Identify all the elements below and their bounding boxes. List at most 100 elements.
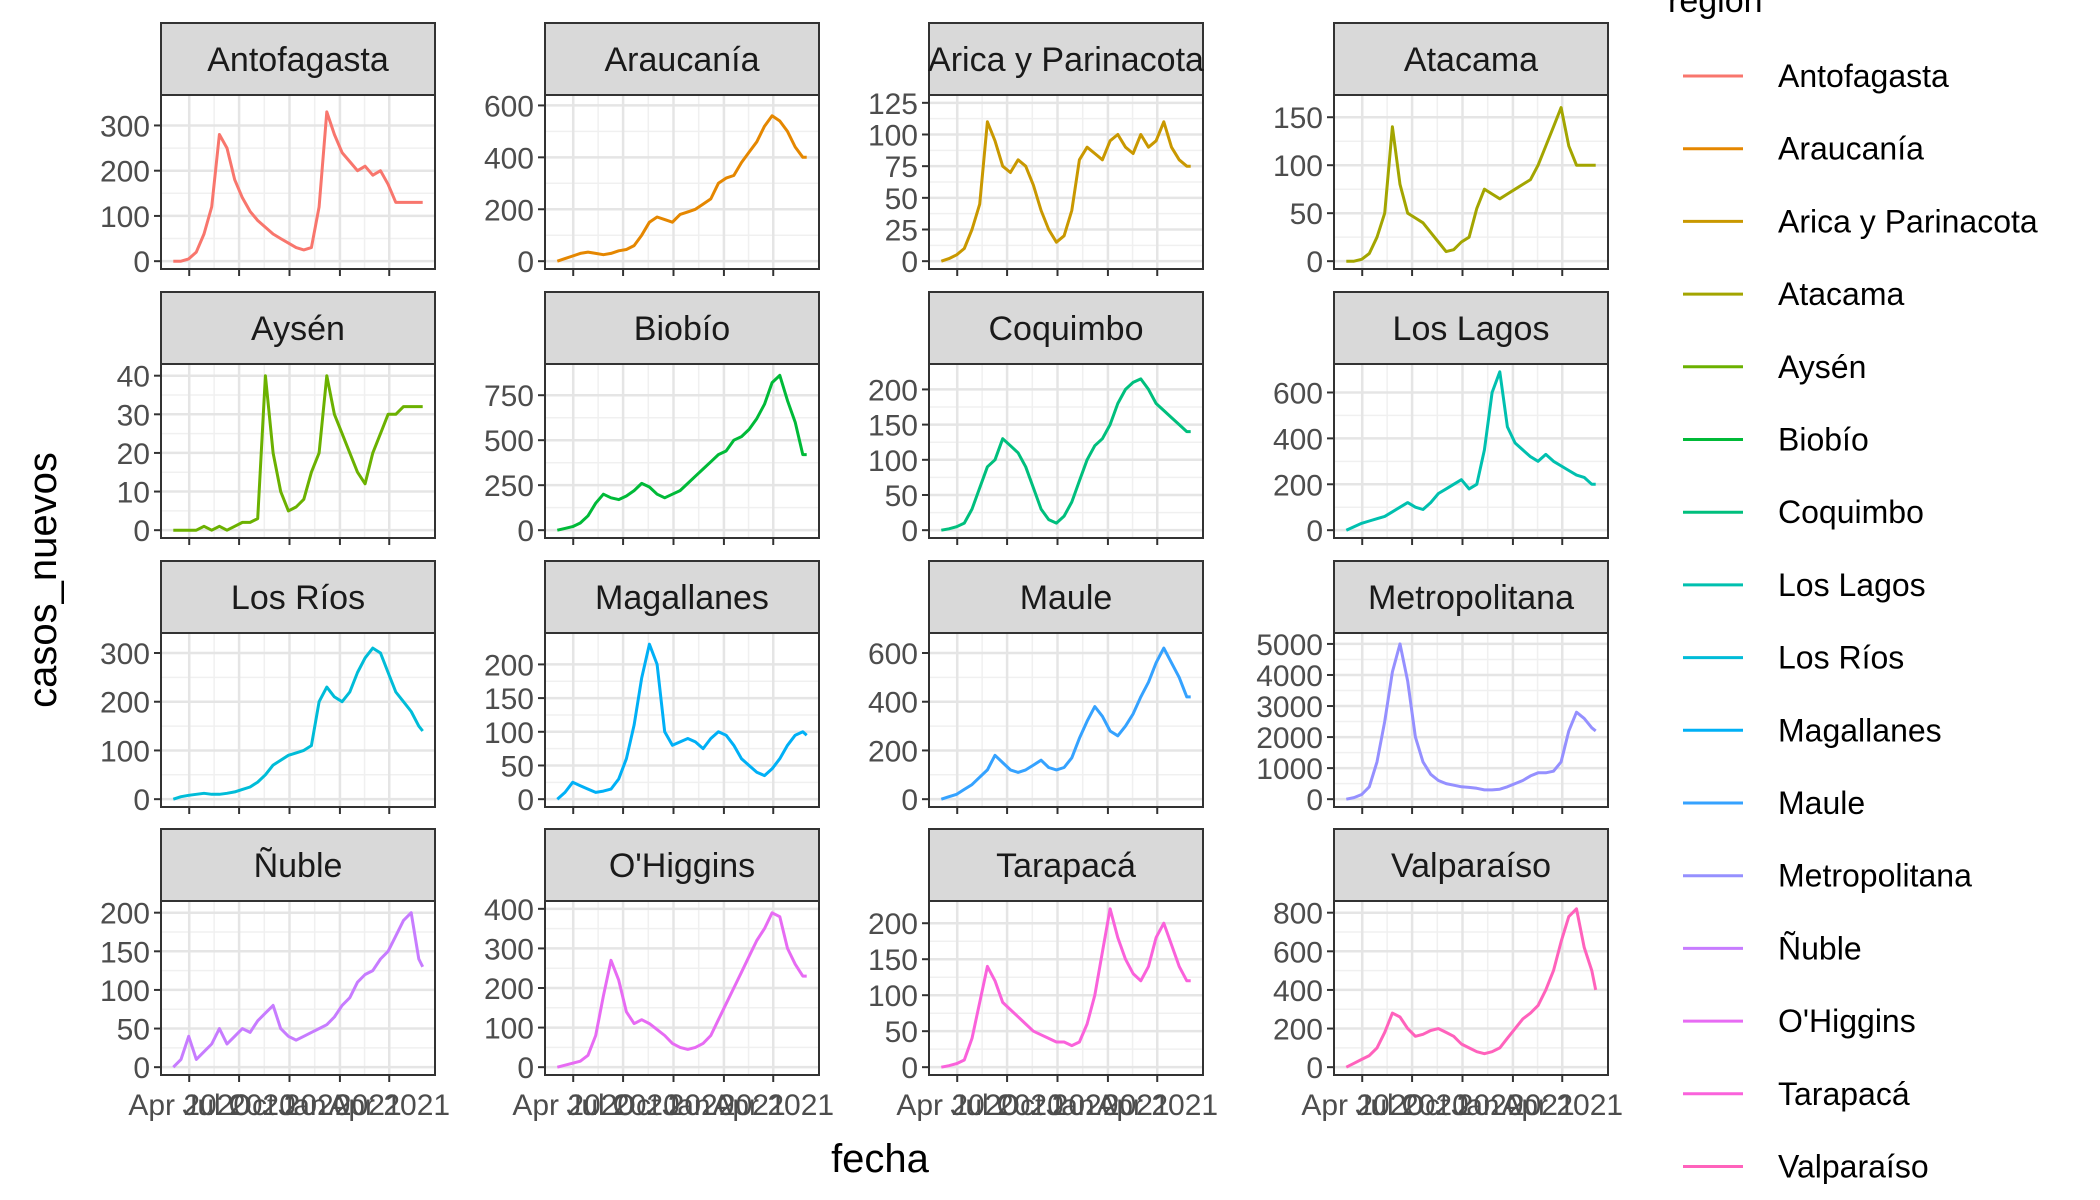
series-line-antofagasta: [173, 110, 423, 263]
y-tick-label: 100: [484, 1013, 534, 1046]
series-line-atacama: [1346, 106, 1596, 263]
panel-background: [929, 633, 1203, 807]
facet-strip-label: Tarapacá: [996, 847, 1136, 885]
y-tick-label: 400: [1273, 423, 1323, 456]
panel-border: [544, 632, 820, 808]
y-tick-label: 40: [117, 361, 150, 394]
legend-entry-o-higgins: O'Higgins: [1683, 1003, 1916, 1039]
legend-entry-arica-y-parinacota: Arica y Parinacota: [1683, 203, 2038, 239]
facet-strip: [160, 828, 436, 902]
y-tick-label: 50: [117, 1014, 150, 1047]
y-tick-label: 400: [484, 142, 534, 175]
y-tick-label: 50: [501, 750, 534, 783]
facet-strip: [928, 22, 1204, 96]
x-tick-label: Apr 2020: [512, 1089, 634, 1122]
panel-border: [928, 94, 1204, 270]
y-tick-label: 200: [100, 687, 150, 720]
y-tick-label: 150: [868, 944, 918, 977]
y-tick-label: 800: [1273, 898, 1323, 931]
x-tick-label: Apr 2020: [896, 1089, 1018, 1122]
legend: region Antofagasta Araucanía Arica y Parin…: [1668, 0, 2038, 1185]
y-tick-label: 200: [868, 908, 918, 941]
legend-entry-metropolitana: Metropolitana: [1683, 858, 1972, 894]
y-tick-label: 300: [100, 110, 150, 143]
x-tick-label: Jan 2021: [278, 1089, 401, 1122]
legend-label-maule: Maule: [1778, 785, 1865, 821]
y-tick-label: 30: [117, 399, 150, 432]
facet-strip: [928, 828, 1204, 902]
series-line-nuble: [172, 911, 425, 1069]
y-tick-label: 150: [100, 936, 150, 969]
x-tick-label: Apr 2021: [328, 1089, 450, 1122]
facet-strip-label: Coquimbo: [989, 310, 1144, 348]
y-tick-label: 200: [484, 973, 534, 1006]
x-axis-label: fecha: [831, 1137, 930, 1181]
panel-border: [160, 632, 436, 808]
y-tick-label: 50: [885, 183, 918, 216]
y-tick-label: 50: [885, 480, 918, 513]
facet-aysen: Aysén 0 10 20 30 40: [117, 291, 436, 548]
legend-entry-araucania: Araucanía: [1683, 131, 1924, 167]
x-tick-label: Jul 2020: [182, 1089, 295, 1122]
y-tick-label: 10: [117, 477, 150, 510]
x-tick-label: Jan 2021: [662, 1089, 785, 1122]
series-line-magallanes: [556, 642, 808, 801]
y-tick-label: 0: [133, 246, 150, 279]
legend-label-magallanes: Magallanes: [1778, 712, 1942, 748]
facet-strip-label: Atacama: [1404, 41, 1538, 79]
facet-strip: [1333, 22, 1609, 96]
series-line-coquimbo: [941, 377, 1191, 532]
series-line-o-higgins: [556, 911, 807, 1069]
legend-entry-los-lagos: Los Lagos: [1683, 567, 1926, 603]
y-tick-label: 100: [100, 975, 150, 1008]
legend-title: region: [1668, 0, 1763, 20]
facet-strip-label: Maule: [1020, 579, 1113, 617]
legend-label-los-lagos: Los Lagos: [1778, 567, 1926, 603]
legend-label-o-higgins: O'Higgins: [1778, 1003, 1916, 1039]
panel-border: [160, 94, 436, 270]
y-tick-label: 4000: [1256, 660, 1323, 693]
y-tick-label: 0: [1306, 515, 1323, 548]
legend-label-arica-y-parinacota: Arica y Parinacota: [1778, 203, 2038, 239]
y-tick-label: 100: [100, 735, 150, 768]
facet-strip-label: Los Ríos: [231, 579, 365, 617]
y-tick-label: 200: [100, 898, 150, 931]
y-tick-label: 100: [868, 445, 918, 478]
facet-strip: [160, 22, 436, 96]
panel-border: [160, 900, 436, 1076]
facet-strip-label: Arica y Parinacota: [928, 41, 1204, 79]
panel-border: [1333, 94, 1609, 270]
y-tick-label: 0: [901, 246, 918, 279]
legend-entry-atacama: Atacama: [1683, 276, 1904, 312]
y-tick-label: 0: [517, 784, 534, 817]
y-tick-label: 50: [1290, 198, 1323, 231]
legend-entry-valparaiso: Valparaíso: [1683, 1149, 1929, 1185]
x-tick-label: Apr 2020: [128, 1089, 250, 1122]
y-tick-label: 0: [517, 246, 534, 279]
panel-background: [161, 633, 435, 807]
x-tick-label: Jul 2020: [1355, 1089, 1468, 1122]
y-tick-label: 0: [901, 515, 918, 548]
facet-strip: [1333, 828, 1609, 902]
y-tick-label: 600: [1273, 936, 1323, 969]
panel-border: [1333, 363, 1609, 539]
legend-entry-maule: Maule: [1683, 785, 1865, 821]
x-tick-label: Oct 2020: [997, 1089, 1119, 1122]
panel-background: [161, 901, 435, 1075]
x-tick-label: Jul 2020: [950, 1089, 1063, 1122]
facet-strip-label: O'Higgins: [609, 847, 755, 885]
series-line-metropolitana: [1345, 642, 1597, 801]
series-line-arica-y-parinacota: [940, 120, 1191, 263]
legend-label-valparaiso: Valparaíso: [1778, 1149, 1929, 1185]
facet-strip-label: Ñuble: [254, 847, 343, 885]
series-line-maule: [940, 646, 1191, 801]
facet-strip: [928, 291, 1204, 365]
y-tick-label: 200: [868, 735, 918, 768]
facet-strip: [160, 560, 436, 634]
legend-label-atacama: Atacama: [1778, 276, 1904, 312]
y-tick-label: 750: [484, 380, 534, 413]
y-tick-label: 400: [484, 894, 534, 927]
x-tick-label: Apr 2020: [1301, 1089, 1423, 1122]
